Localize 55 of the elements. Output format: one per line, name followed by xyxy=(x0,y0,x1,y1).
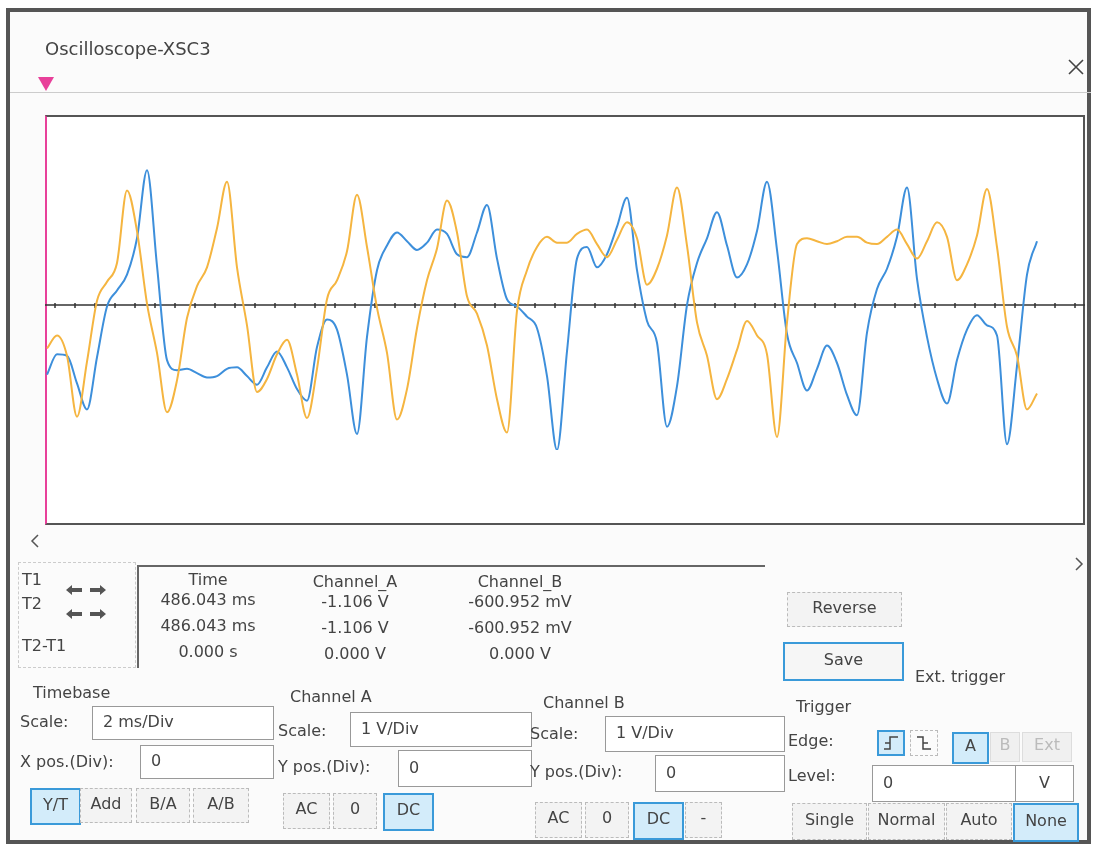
text: DC xyxy=(633,802,684,840)
text: Timebase xyxy=(33,683,111,703)
text: 486.043 ms xyxy=(159,616,257,636)
text: -600.952 mV xyxy=(467,618,573,638)
text: Channel B xyxy=(543,693,625,713)
text: Channel_B xyxy=(476,572,564,592)
text: - xyxy=(685,802,722,838)
text: Scale: xyxy=(530,724,579,744)
text: Edge: xyxy=(788,731,834,751)
text: Y/T xyxy=(30,788,81,825)
text: 1 V/Div xyxy=(361,719,419,738)
text: AC xyxy=(535,802,582,838)
text: 0.000 V xyxy=(323,644,387,664)
text: T2 xyxy=(22,594,42,614)
text: Add xyxy=(80,788,132,823)
text: Ext. trigger xyxy=(915,667,1006,687)
text: A/B xyxy=(193,788,249,823)
text: DC xyxy=(383,793,434,831)
text: Time xyxy=(187,570,229,590)
text: Channel A xyxy=(290,687,372,707)
text: -1.106 V xyxy=(320,592,390,612)
text: Normal xyxy=(868,803,945,840)
text: 486.043 ms xyxy=(159,590,257,610)
text: T2-T1 xyxy=(22,636,67,656)
text: AC xyxy=(283,793,330,829)
text: Y pos.(Div): xyxy=(278,757,371,777)
text: 0 xyxy=(140,745,274,779)
text: Trigger xyxy=(796,697,852,717)
text: 0 xyxy=(872,765,1025,802)
text: None xyxy=(1013,803,1079,842)
text: 0 xyxy=(585,802,629,838)
text: Y pos.(Div): xyxy=(530,762,623,782)
text: Reverse xyxy=(787,592,902,627)
text: 0 xyxy=(655,755,785,792)
text: 0 xyxy=(409,758,420,777)
text: Scale: xyxy=(20,712,69,732)
text: Auto xyxy=(946,803,1012,840)
text: -600.952 mV xyxy=(467,592,573,612)
text: B/A xyxy=(136,788,190,823)
text: Channel_A xyxy=(311,572,399,592)
text: -1.106 V xyxy=(320,618,390,638)
text: 0.000 V xyxy=(488,644,552,664)
text: V xyxy=(1015,765,1074,802)
text: 0 xyxy=(333,793,377,829)
text: Single xyxy=(792,803,867,840)
text: 2 ms/Div xyxy=(92,706,274,740)
text: X pos.(Div): xyxy=(20,752,114,772)
text: T1 xyxy=(22,570,42,590)
text: Scale: xyxy=(278,721,327,741)
chart-title: Oscilloscope-XSC3 xyxy=(45,38,211,60)
text: 0.000 s xyxy=(177,642,239,662)
text: Save xyxy=(783,642,904,681)
text: A xyxy=(952,732,989,764)
text: 1 V/Div xyxy=(605,716,785,752)
text: Level: xyxy=(788,766,836,786)
